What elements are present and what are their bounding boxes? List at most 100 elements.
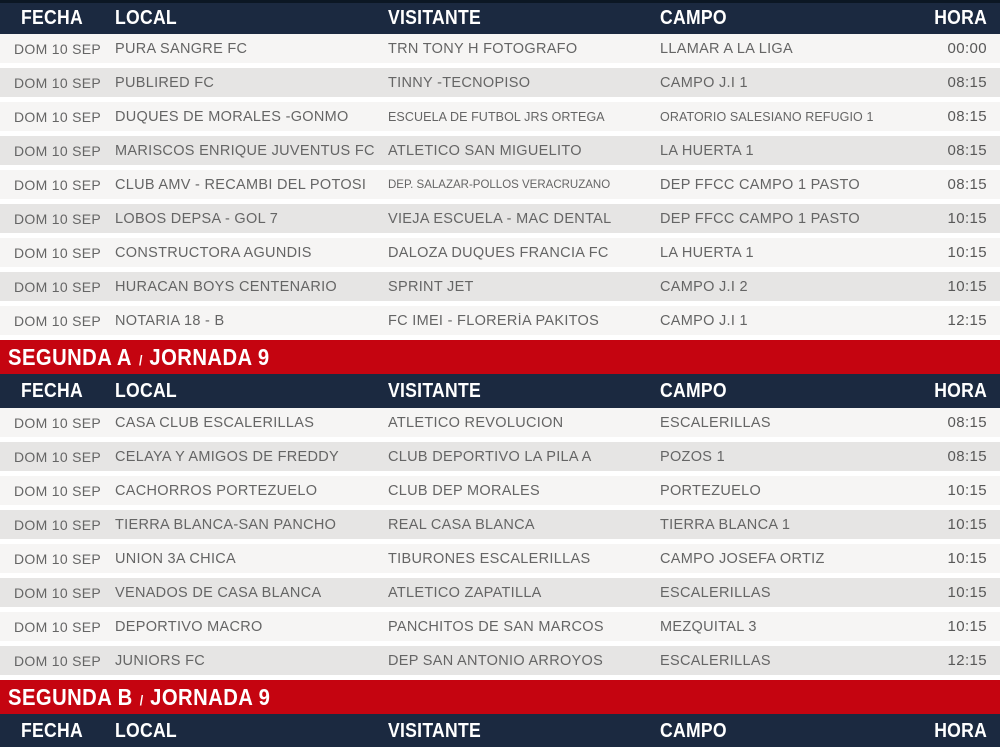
cell-visitante: CLUB DEPORTIVO LA PILA A — [388, 448, 592, 465]
header-cell-local: LOCAL — [115, 7, 388, 30]
cell-fecha: DOM 10 SEP — [14, 414, 102, 431]
cell-fecha: DOM 10 SEP — [14, 516, 102, 533]
cell-campo: DEP FFCC CAMPO 1 PASTO — [660, 176, 860, 193]
cell-fecha: DOM 10 SEP — [14, 74, 102, 91]
division-banner-text: SEGUNDA B / JORNADA 9 — [8, 684, 270, 711]
match-row: DOM 10 SEP VENADOS DE CASA BLANCA ATLETICO… — [0, 578, 1000, 607]
cell-hora: 12:15 — [947, 652, 987, 669]
cell-fecha: DOM 10 SEP — [14, 40, 102, 57]
header-cell-local: LOCAL — [115, 720, 388, 743]
match-row: DOM 10 SEP NOTARIA 18 - B FC IMEI - FLORER… — [0, 306, 1000, 335]
cell-local: CLUB AMV - RECAMBI DEL POTOSI — [115, 176, 367, 193]
header-label-visitante: VISITANTE — [388, 719, 481, 742]
cell-hora: 08:15 — [947, 74, 987, 91]
cell-visitante: PANCHITOS DE SAN MARCOS — [388, 618, 604, 635]
match-row: DOM 10 SEP CELAYA Y AMIGOS DE FREDDY CLUB … — [0, 442, 1000, 471]
cell-local: JUNIORS FC — [115, 652, 205, 669]
cell-campo: POZOS 1 — [660, 448, 725, 465]
cell-visitante: DALOZA DUQUES FRANCIA FC — [388, 244, 609, 261]
cell-campo: ESCALERILLAS — [660, 652, 771, 669]
division-banner: SEGUNDA A / JORNADA 9 — [0, 340, 1000, 374]
cell-campo: MEZQUITAL 3 — [660, 618, 757, 635]
header-label-fecha: FECHA — [21, 719, 83, 742]
cell-hora: 10:15 — [947, 618, 987, 635]
header-cell-hora: HORA — [915, 7, 1000, 30]
banner-separator: / — [139, 691, 144, 708]
header-cell-local: LOCAL — [115, 380, 388, 403]
cell-local: CELAYA Y AMIGOS DE FREDDY — [115, 448, 339, 465]
cell-visitante: ATLETICO SAN MIGUELITO — [388, 142, 582, 159]
cell-fecha: DOM 10 SEP — [14, 210, 102, 227]
cell-hora: 10:15 — [947, 278, 987, 295]
cell-hora: 00:00 — [947, 40, 987, 57]
header-label-local: LOCAL — [115, 719, 177, 742]
division-banner-text: SEGUNDA A / JORNADA 9 — [8, 344, 270, 371]
cell-visitante: SPRINT JET — [388, 278, 474, 295]
cell-fecha: DOM 10 SEP — [14, 108, 102, 125]
table-header-row: FECHA LOCAL VISITANTE CAMPO HORA — [0, 374, 1000, 408]
cell-visitante: FC IMEI - FLORERÍA PAKITOS — [388, 312, 600, 329]
header-label-visitante: VISITANTE — [388, 379, 481, 402]
cell-hora: 08:15 — [947, 108, 987, 125]
division-name: SEGUNDA A — [8, 343, 132, 370]
cell-fecha: DOM 10 SEP — [14, 448, 102, 465]
cell-visitante: CLUB DEP MORALES — [388, 482, 540, 499]
cell-hora: 10:15 — [947, 550, 987, 567]
cell-local: DUQUES DE MORALES -GONMO — [115, 108, 349, 125]
header-cell-fecha: FECHA — [0, 720, 115, 743]
cell-campo: LA HUERTA 1 — [660, 244, 754, 261]
header-label-hora: HORA — [934, 719, 987, 742]
cell-campo: ESCALERILLAS — [660, 584, 771, 601]
cell-local: DEPORTIVO MACRO — [115, 618, 263, 635]
header-cell-campo: CAMPO — [660, 720, 915, 743]
header-label-visitante: VISITANTE — [388, 7, 481, 29]
schedule-section: SEGUNDA B / JORNADA 9 FECHA LOCAL VISITANTE CA… — [0, 680, 1000, 747]
cell-campo: CAMPO JOSEFA ORTIZ — [660, 550, 825, 567]
cell-fecha: DOM 10 SEP — [14, 244, 102, 261]
match-row: DOM 10 SEP CASA CLUB ESCALERILLAS ATLETICO… — [0, 408, 1000, 437]
header-label-hora: HORA — [934, 379, 987, 402]
cell-local: CONSTRUCTORA AGUNDIS — [115, 244, 312, 261]
cell-local: NOTARIA 18 - B — [115, 312, 225, 329]
cell-fecha: DOM 10 SEP — [14, 278, 102, 295]
cell-campo: CAMPO J.I 1 — [660, 74, 748, 91]
cell-hora: 08:15 — [947, 142, 987, 159]
header-cell-campo: CAMPO — [660, 380, 915, 403]
cell-hora: 10:15 — [947, 516, 987, 533]
cell-local: VENADOS DE CASA BLANCA — [115, 584, 322, 601]
header-label-local: LOCAL — [115, 7, 177, 29]
header-label-local: LOCAL — [115, 379, 177, 402]
division-banner: SEGUNDA B / JORNADA 9 — [0, 680, 1000, 714]
match-row: DOM 10 SEP TIERRA BLANCA-SAN PANCHO REAL C… — [0, 510, 1000, 539]
jornada-label: JORNADA 9 — [150, 683, 271, 710]
header-label-hora: HORA — [934, 7, 987, 29]
cell-local: UNION 3A CHICA — [115, 550, 237, 567]
header-label-fecha: FECHA — [21, 7, 83, 29]
cell-visitante: ATLETICO ZAPATILLA — [388, 584, 542, 601]
header-cell-visitante: VISITANTE — [388, 720, 660, 743]
header-label-campo: CAMPO — [660, 379, 727, 402]
table-header-row: FECHA LOCAL VISITANTE CAMPO HORA — [0, 714, 1000, 747]
cell-local: LOBOS DEPSA - GOL 7 — [115, 210, 279, 227]
match-row: DOM 10 SEP CACHORROS PORTEZUELO CLUB DEP M… — [0, 476, 1000, 505]
cell-fecha: DOM 10 SEP — [14, 652, 102, 669]
cell-campo: LA HUERTA 1 — [660, 142, 754, 159]
cell-hora: 08:15 — [947, 448, 987, 465]
cell-visitante: TRN TONY H FOTOGRAFO — [388, 40, 578, 57]
cell-campo: DEP FFCC CAMPO 1 PASTO — [660, 210, 860, 227]
match-row: DOM 10 SEP CLUB AMV - RECAMBI DEL POTOSI D… — [0, 170, 1000, 199]
header-label-campo: CAMPO — [660, 7, 727, 29]
match-row: DOM 10 SEP PUBLIRED FC TINNY -TECNOPISO CAM… — [0, 68, 1000, 97]
cell-visitante: DEP SAN ANTONIO ARROYOS — [388, 652, 604, 669]
cell-fecha: DOM 10 SEP — [14, 584, 102, 601]
cell-fecha: DOM 10 SEP — [14, 482, 102, 499]
cell-local: CACHORROS PORTEZUELO — [115, 482, 318, 499]
cell-campo: CAMPO J.I 1 — [660, 312, 748, 329]
table-header-row: FECHA LOCAL VISITANTE CAMPO HORA — [0, 0, 1000, 34]
schedule-section: FECHA LOCAL VISITANTE CAMPO HORA DOM 10 SEP PU… — [0, 0, 1000, 335]
cell-hora: 08:15 — [947, 414, 987, 431]
cell-campo: LLAMAR A LA LIGA — [660, 40, 793, 57]
cell-campo: PORTEZUELO — [660, 482, 762, 499]
cell-fecha: DOM 10 SEP — [14, 142, 102, 159]
